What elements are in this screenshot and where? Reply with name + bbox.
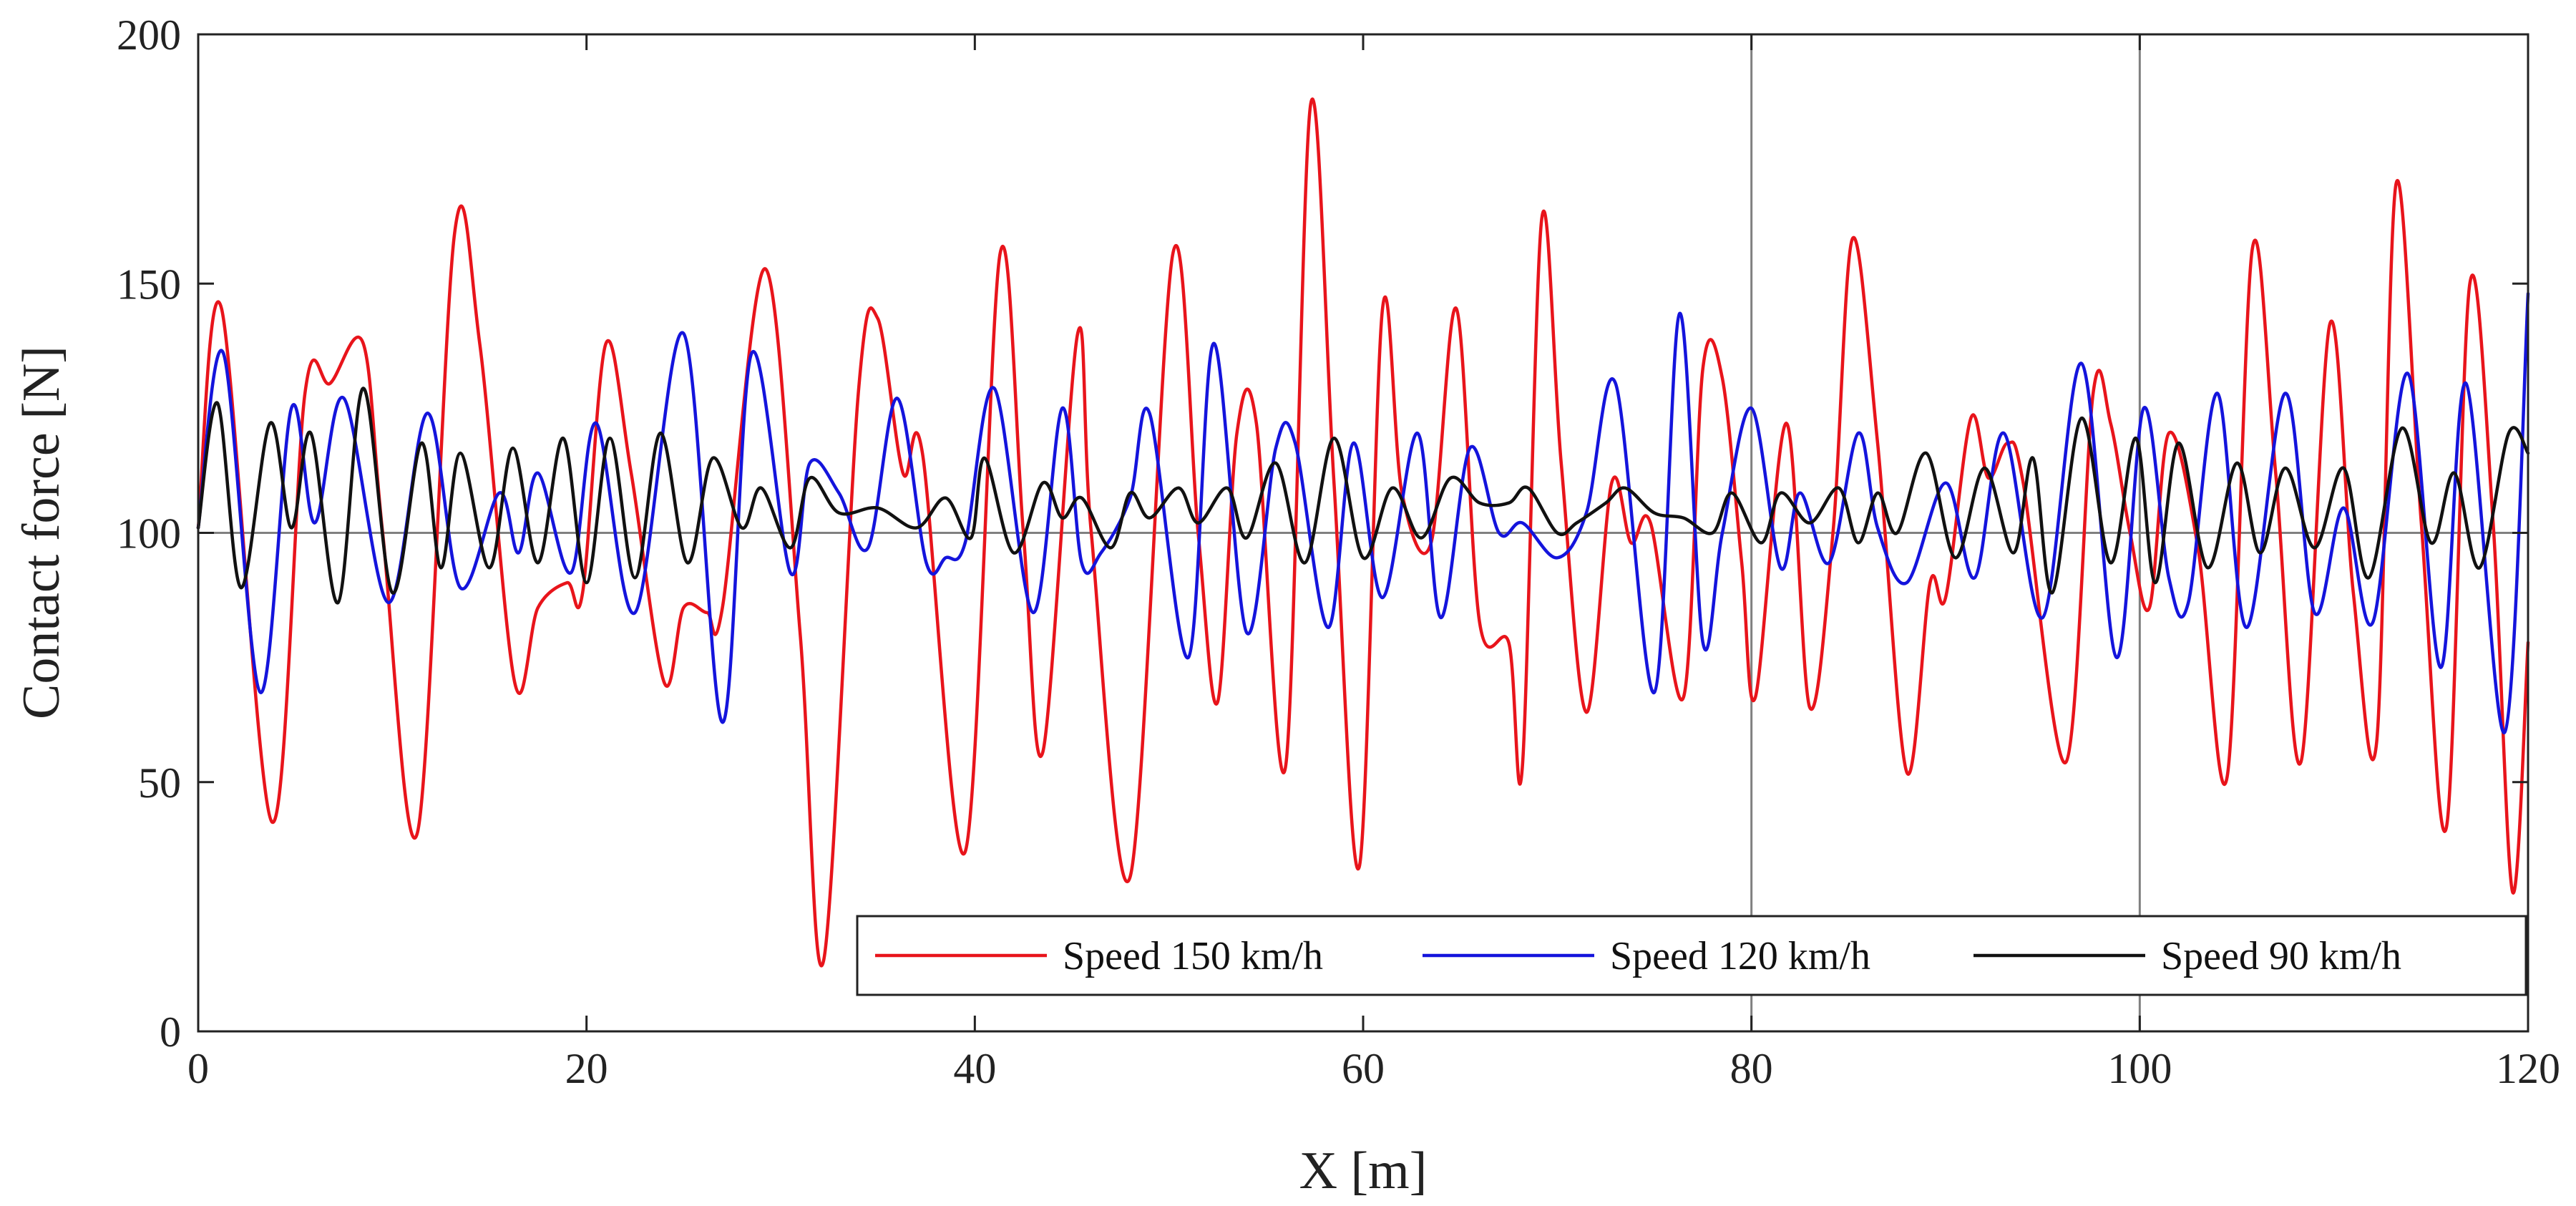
- x-tick-label: 100: [2107, 1045, 2172, 1092]
- x-tick-label: 40: [953, 1045, 996, 1092]
- y-tick-label: 0: [160, 1008, 181, 1056]
- x-tick-label: 80: [1730, 1045, 1773, 1092]
- legend-label-2: Speed 90 km/h: [2161, 934, 2401, 978]
- y-tick-label: 150: [117, 261, 181, 308]
- x-tick-label: 120: [2496, 1045, 2560, 1092]
- legend: Speed 150 km/h Speed 120 km/h Speed 90 km/…: [856, 915, 2527, 996]
- x-tick-label: 0: [187, 1045, 209, 1092]
- x-tick-label: 60: [1342, 1045, 1385, 1092]
- legend-box: [856, 915, 2527, 996]
- y-axis-title: Contact force [N]: [12, 346, 71, 719]
- y-tick-label: 100: [117, 510, 181, 558]
- legend-label-0: Speed 150 km/h: [1063, 934, 1323, 978]
- y-tick-label: 200: [117, 11, 181, 59]
- x-tick-label: 20: [565, 1045, 608, 1092]
- y-tick-label: 50: [138, 759, 181, 807]
- legend-label-1: Speed 120 km/h: [1610, 934, 1870, 978]
- x-axis-title: X [m]: [1299, 1142, 1428, 1200]
- series-line-1: [196, 291, 2530, 734]
- axis-ticks: 0 20 40 60 80 100 120 0 50 100 150 200: [117, 11, 2560, 1092]
- series-lines: [196, 97, 2530, 968]
- series-line-0: [196, 97, 2530, 968]
- series-line-2: [196, 386, 2530, 605]
